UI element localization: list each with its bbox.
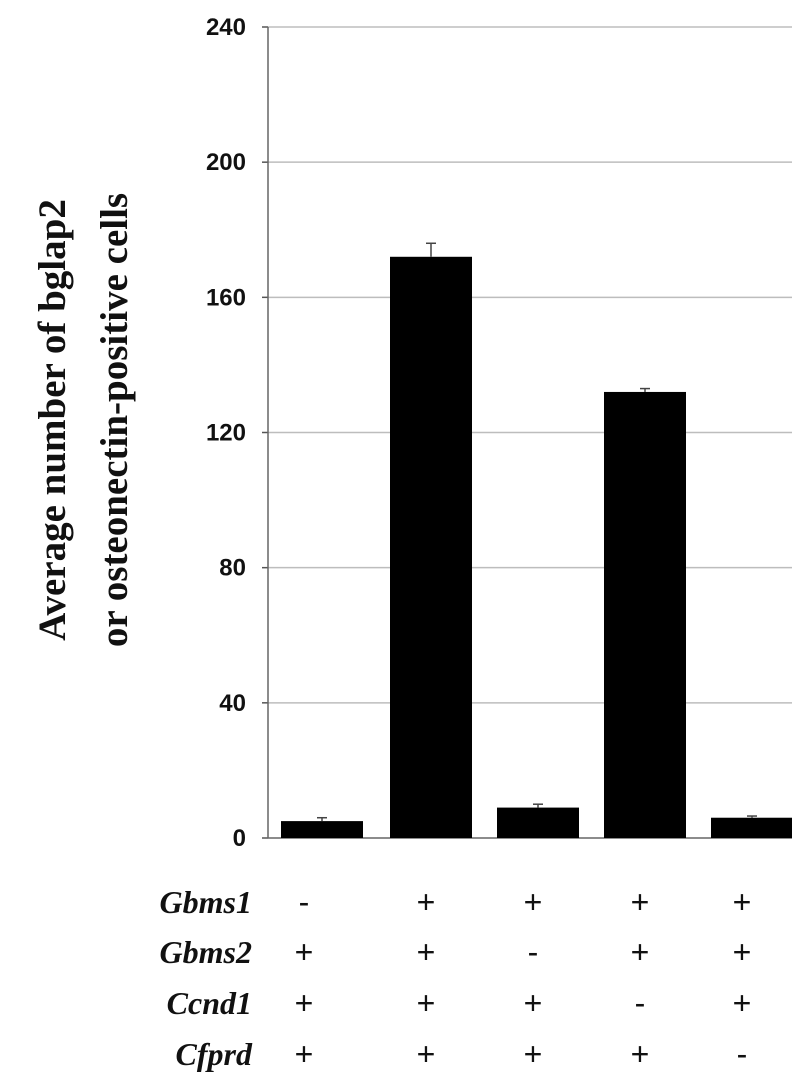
condition-sign-ccnd1-1: + — [295, 985, 314, 1021]
bar-5 — [711, 817, 792, 838]
condition-table: Gbms1 - + + + + Gbms2 + + - + + Ccnd1 + + + - + Cfprd + + + + - — [160, 884, 752, 1072]
condition-sign-gbms1-1: - — [299, 884, 310, 920]
condition-sign-ccnd1-5: + — [733, 985, 752, 1021]
error-bars — [317, 242, 757, 822]
condition-sign-gbms2-5: + — [733, 934, 752, 970]
condition-sign-ccnd1-2: + — [417, 985, 436, 1021]
bar-3 — [497, 807, 579, 838]
condition-label-gbms1: Gbms1 — [160, 884, 252, 920]
condition-sign-cfprd-1: + — [295, 1036, 314, 1072]
condition-sign-gbms2-2: + — [417, 934, 436, 970]
condition-sign-gbms1-4: + — [631, 884, 650, 920]
condition-sign-gbms2-4: + — [631, 934, 650, 970]
condition-sign-gbms1-5: + — [733, 884, 752, 920]
condition-sign-cfprd-2: + — [417, 1036, 436, 1072]
gridlines — [268, 26, 792, 704]
y-axis-label-line-2: or osteonectin-positive cells — [93, 193, 136, 647]
bar-4 — [604, 391, 686, 838]
condition-sign-ccnd1-4: - — [635, 985, 646, 1021]
condition-sign-gbms1-3: + — [524, 884, 543, 920]
condition-label-gbms2: Gbms2 — [160, 934, 252, 970]
condition-sign-cfprd-3: + — [524, 1036, 543, 1072]
bar-1 — [281, 821, 363, 838]
condition-sign-gbms2-1: + — [295, 934, 314, 970]
condition-sign-cfprd-4: + — [631, 1036, 650, 1072]
y-axis-label: Average number of bglap2 or osteonectin-p… — [31, 193, 136, 647]
condition-sign-gbms2-3: - — [528, 934, 539, 970]
y-tick-labels: 0 40 80 120 160 200 240 — [206, 14, 268, 852]
y-tick-label-200: 200 — [206, 149, 246, 176]
condition-sign-ccnd1-3: + — [524, 985, 543, 1021]
y-tick-label-120: 120 — [206, 420, 246, 447]
bars — [281, 256, 792, 838]
y-tick-label-160: 160 — [206, 284, 246, 311]
condition-sign-gbms1-2: + — [417, 884, 436, 920]
bar-2 — [390, 256, 472, 838]
y-tick-label-0: 0 — [233, 825, 246, 852]
condition-sign-cfprd-5: - — [737, 1036, 748, 1072]
y-tick-label-80: 80 — [219, 555, 246, 582]
y-tick-label-40: 40 — [219, 690, 246, 717]
condition-label-ccnd1: Ccnd1 — [167, 985, 252, 1021]
y-axis-label-line-1: Average number of bglap2 — [31, 199, 74, 641]
y-tick-label-240: 240 — [206, 14, 246, 41]
condition-label-cfprd: Cfprd — [176, 1036, 253, 1072]
